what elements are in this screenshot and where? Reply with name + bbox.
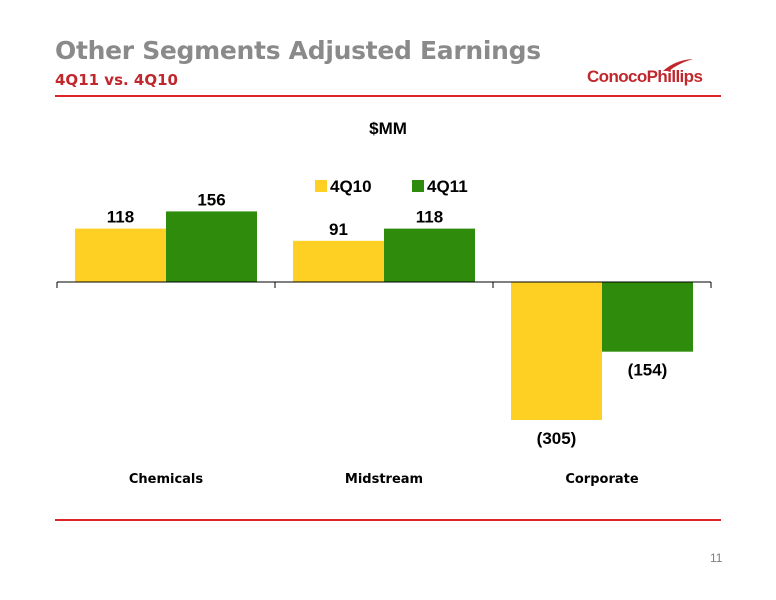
bar-corporate-4q10 (511, 282, 602, 420)
legend-label-4q10: 4Q10 (330, 177, 372, 196)
bar-chemicals-4q10 (75, 228, 166, 282)
logo-swoosh-icon (663, 59, 693, 71)
category-label-corporate: Corporate (565, 472, 639, 487)
data-label-corporate-4q11: (154) (628, 361, 668, 380)
data-label-midstream-4q10: 91 (329, 220, 348, 239)
category-label-chemicals: Chemicals (129, 472, 204, 487)
header-divider (55, 95, 721, 97)
category-label-midstream: Midstream (345, 472, 423, 487)
bar-midstream-4q11 (384, 228, 475, 282)
data-label-midstream-4q11: 118 (416, 208, 443, 227)
bar-corporate-4q11 (602, 282, 693, 352)
category-axis: Chemicals Midstream Corporate (56, 281, 712, 487)
logo-text: ConocoPhillips (587, 67, 703, 86)
slide-title: Other Segments Adjusted Earnings (55, 36, 541, 65)
bar-midstream-4q10 (293, 240, 384, 282)
company-logo: ConocoPhillips (587, 58, 727, 92)
chart-unit-label: $MM (369, 119, 407, 138)
bar-chemicals-4q11 (166, 211, 257, 282)
chart-legend: 4Q10 4Q11 (315, 177, 468, 196)
data-label-corporate-4q10: (305) (537, 429, 577, 448)
bar-group (75, 211, 693, 420)
legend-swatch-4q11 (412, 180, 424, 192)
page-number: 11 (710, 551, 723, 565)
data-label-chemicals-4q10: 118 (107, 208, 134, 227)
legend-label-4q11: 4Q11 (427, 177, 468, 196)
data-label-chemicals-4q11: 156 (197, 190, 225, 209)
data-label-group: 118 156 91 118 (305) (154) (107, 190, 668, 448)
slide-subtitle: 4Q11 vs. 4Q10 (55, 71, 178, 89)
legend-swatch-4q10 (315, 180, 327, 192)
footer-divider (55, 519, 721, 521)
